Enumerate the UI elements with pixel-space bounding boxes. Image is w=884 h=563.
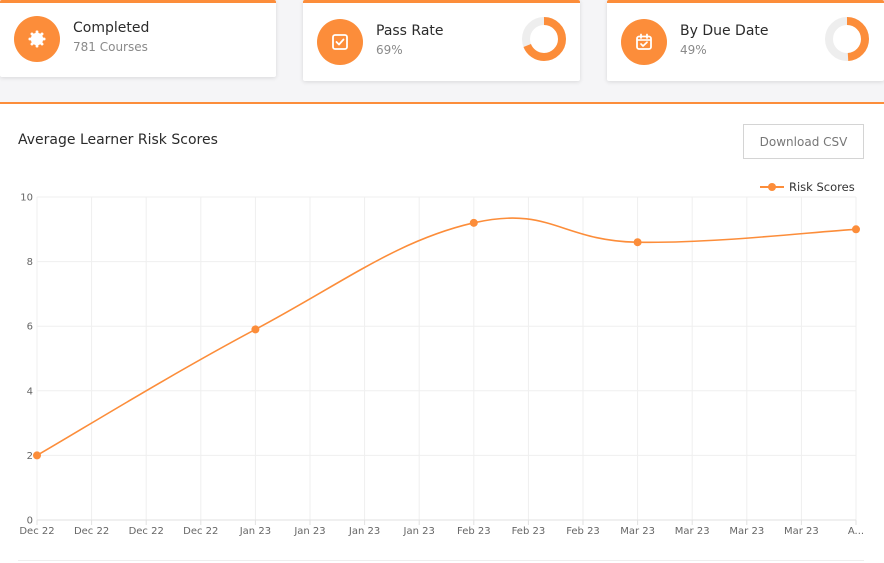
- data-point: [852, 225, 860, 234]
- pass-rate-card: Pass Rate 69%: [303, 0, 580, 81]
- data-point: [469, 218, 478, 227]
- pass-rate-donut: [522, 17, 566, 61]
- gear-badge-icon: [28, 30, 46, 48]
- due-date-icon-circle: [621, 19, 667, 65]
- x-tick-label: Feb 23: [512, 526, 546, 537]
- x-tick-label: Jan 23: [348, 526, 380, 537]
- x-tick-label: Jan 23: [403, 526, 435, 537]
- y-tick-label: 0: [27, 516, 33, 527]
- data-point: [633, 238, 642, 247]
- risk-score-chart: 0 2 4 6 8 10 Dec 22 Dec 22 Dec 22 Dec 22 Jan 23 Ja…: [19, 180, 864, 537]
- due-date-value: 49%: [680, 43, 707, 57]
- y-tick-label: 8: [27, 257, 33, 268]
- risk-scores-line: [36, 217, 857, 457]
- legend-label: Risk Scores: [789, 180, 855, 194]
- pass-rate-icon-circle: [317, 19, 363, 65]
- y-tick-label: 10: [20, 193, 33, 204]
- y-tick-label: 6: [27, 322, 33, 333]
- data-point: [33, 451, 41, 460]
- x-tick-label: Mar 23: [620, 526, 655, 537]
- risk-score-panel: Average Learner Risk Scores Download CSV…: [0, 102, 884, 563]
- x-tick-label: Feb 23: [566, 526, 600, 537]
- x-tick-label: Mar 23: [729, 526, 764, 537]
- x-tick-label: Mar 23: [784, 526, 819, 537]
- pass-rate-title: Pass Rate: [376, 23, 444, 39]
- due-date-donut: [825, 17, 869, 61]
- y-tick-label: 2: [27, 451, 33, 462]
- x-tick-label: Jan 23: [239, 526, 271, 537]
- x-tick-label: Jan 23: [293, 526, 325, 537]
- due-date-title: By Due Date: [680, 23, 769, 39]
- x-tick-label: Feb 23: [457, 526, 491, 537]
- x-tick-label: Mar 23: [675, 526, 710, 537]
- legend-marker: [768, 183, 776, 191]
- x-tick-label: Dec 22: [129, 526, 164, 537]
- download-csv-button[interactable]: Download CSV: [743, 124, 864, 159]
- x-tick-label: A...: [848, 526, 864, 537]
- data-point: [251, 325, 260, 334]
- calendar-check-icon: [636, 33, 652, 50]
- checkbox-icon: [332, 34, 348, 50]
- due-date-card: By Due Date 49%: [607, 0, 884, 81]
- panel-title: Average Learner Risk Scores: [18, 132, 218, 148]
- x-tick-label: Dec 22: [183, 526, 218, 537]
- x-tick-label: Dec 22: [74, 526, 109, 537]
- completed-count: 781 Courses: [73, 40, 148, 54]
- x-tick-label: Dec 22: [19, 526, 54, 537]
- y-tick-label: 4: [27, 386, 33, 397]
- completed-title: Completed: [73, 20, 150, 36]
- completed-card: Completed 781 Courses: [0, 0, 276, 77]
- completed-icon-circle: [14, 16, 60, 62]
- pass-rate-value: 69%: [376, 43, 403, 57]
